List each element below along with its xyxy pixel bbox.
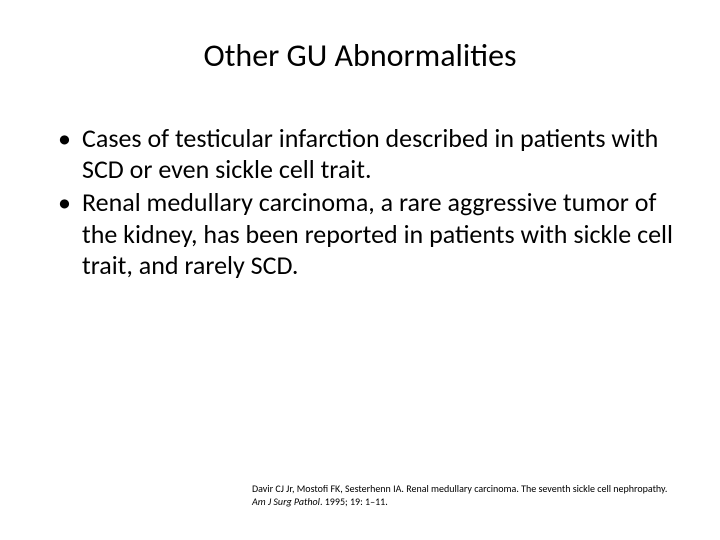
bullet-item: Renal medullary carcinoma, a rare aggres… [58, 187, 680, 281]
bullet-item: Cases of testicular infarction described… [58, 123, 680, 185]
citation-details: . 1995; 19: 1–11. [320, 495, 388, 508]
citation-journal: Am J Surg Pathol [252, 495, 320, 508]
slide-title: Other GU Abnormalities [40, 36, 680, 75]
citation-line1: Davir CJ Jr, Mostofi FK, Sesterhenn IA. … [252, 482, 667, 495]
bullet-list: Cases of testicular infarction described… [40, 123, 680, 281]
citation: Davir CJ Jr, Mostofi FK, Sesterhenn IA. … [252, 482, 690, 508]
slide: Other GU Abnormalities Cases of testicul… [0, 0, 720, 540]
